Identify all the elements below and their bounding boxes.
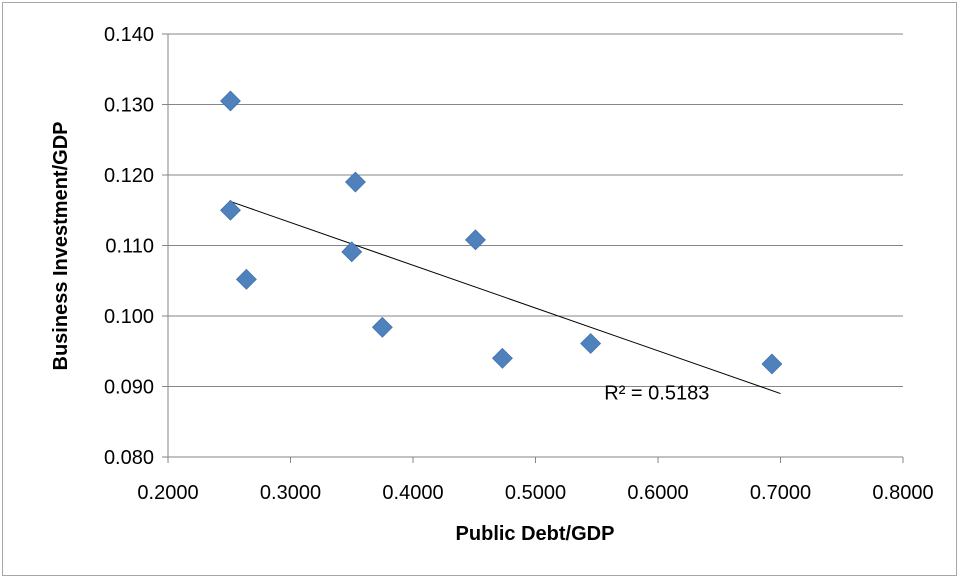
data-point xyxy=(492,347,513,369)
x-tick-label: 0.7000 xyxy=(750,482,811,504)
x-tick-labels: 0.2000 0.3000 0.4000 0.5000 0.6000 0.7000 0.80… xyxy=(137,482,933,504)
x-tick-label: 0.8000 xyxy=(872,482,933,504)
y-tick-label: 0.090 xyxy=(104,377,154,399)
axes xyxy=(167,34,904,463)
y-tick-label: 0.110 xyxy=(105,236,154,258)
y-tick-label: 0.130 xyxy=(104,95,154,117)
y-tick-label: 0.100 xyxy=(104,306,154,328)
y-tick-label: 0.140 xyxy=(104,24,154,46)
data-point xyxy=(371,316,393,338)
data-point xyxy=(345,171,366,193)
x-tick-label: 0.2000 xyxy=(137,482,198,504)
y-tick-label: 0.080 xyxy=(104,447,154,469)
x-axis-title: Public Debt/GDP xyxy=(456,523,615,545)
data-point xyxy=(220,199,241,221)
r-squared-label: R² = 0.5183 xyxy=(604,383,709,405)
x-tick-label: 0.3000 xyxy=(260,482,321,504)
data-points xyxy=(220,90,783,375)
y-axis-title: Business Investment/GDP xyxy=(50,122,72,371)
x-tick-label: 0.4000 xyxy=(382,482,443,504)
x-tick-label: 0.5000 xyxy=(505,482,566,504)
data-point xyxy=(580,333,602,354)
y-tick-labels: 0.080 0.090 0.100 0.110 0.120 0.130 0.140 xyxy=(104,24,154,469)
data-point xyxy=(465,229,486,251)
data-point xyxy=(235,268,257,290)
trendline-group xyxy=(229,200,781,395)
x-tick-label: 0.6000 xyxy=(627,482,688,504)
data-point xyxy=(761,353,783,375)
gridlines xyxy=(162,33,903,458)
y-tick-label: 0.120 xyxy=(104,165,154,187)
data-point xyxy=(220,90,241,112)
data-point xyxy=(341,241,363,263)
trendline xyxy=(229,200,781,395)
